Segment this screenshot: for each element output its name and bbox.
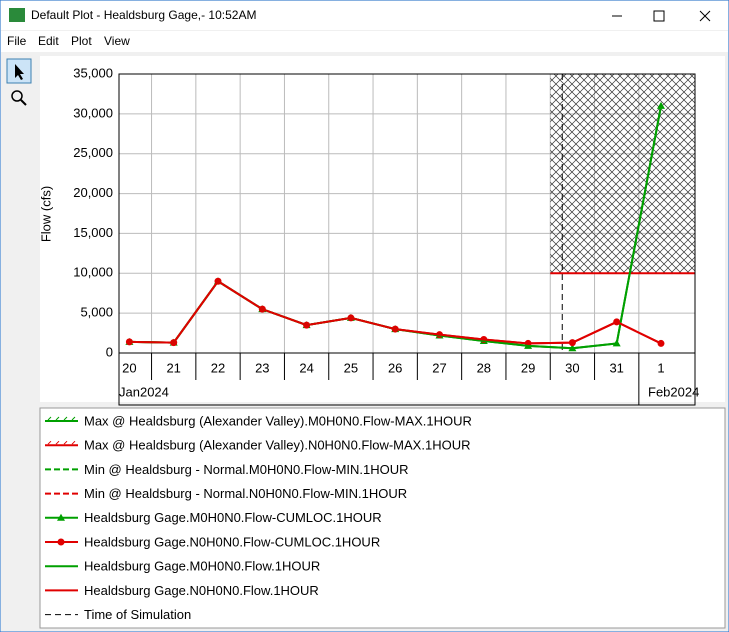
y-tick-label: 5,000 bbox=[80, 305, 113, 320]
legend-marker bbox=[57, 513, 65, 521]
maximize-button[interactable] bbox=[653, 10, 665, 22]
close-button[interactable] bbox=[699, 10, 711, 22]
x-tick-label: 24 bbox=[299, 360, 313, 375]
y-axis-label: Flow (cfs) bbox=[38, 186, 53, 242]
x-tick-label: 31 bbox=[609, 360, 623, 375]
legend-label: Min @ Healdsburg - Normal.M0H0N0.Flow-MI… bbox=[84, 462, 409, 477]
window-title: Default Plot - Healdsburg Gage,- 10:52AM bbox=[31, 8, 256, 22]
y-tick-label: 25,000 bbox=[73, 145, 113, 160]
zoom-icon-handle bbox=[20, 99, 27, 106]
menu-bar bbox=[1, 31, 728, 52]
menu-item[interactable]: File bbox=[7, 34, 27, 48]
x-tick-label: 26 bbox=[388, 360, 402, 375]
legend-label: Min @ Healdsburg - Normal.N0H0N0.Flow-MI… bbox=[84, 486, 407, 501]
legend-hatch bbox=[47, 416, 76, 421]
x-tick-label: 21 bbox=[166, 360, 180, 375]
series-line bbox=[129, 279, 662, 345]
y-tick-label: 35,000 bbox=[73, 65, 113, 80]
legend-label: Max @ Healdsburg (Alexander Valley).N0H0… bbox=[84, 438, 470, 453]
y-tick-label: 10,000 bbox=[73, 265, 113, 280]
x-tick-label: 28 bbox=[477, 360, 491, 375]
month-label: Jan2024 bbox=[119, 384, 169, 399]
menu-item[interactable]: Edit bbox=[38, 34, 59, 48]
x-tick-label: 30 bbox=[565, 360, 579, 375]
zoom-tool[interactable] bbox=[7, 86, 31, 110]
x-tick-label: 25 bbox=[344, 360, 358, 375]
pointer-icon bbox=[15, 64, 24, 80]
title-bar bbox=[1, 1, 728, 30]
plot-frame bbox=[118, 73, 696, 354]
y-tick-label: 15,000 bbox=[73, 225, 113, 240]
menu-item[interactable]: Plot bbox=[71, 34, 92, 48]
uncertainty-hatch bbox=[550, 74, 695, 274]
x-tick-label: 29 bbox=[521, 360, 535, 375]
y-tick-label: 0 bbox=[106, 344, 113, 359]
legend-hatch bbox=[47, 440, 76, 445]
x-tick-label: 1 bbox=[657, 360, 664, 375]
y-tick-label: 30,000 bbox=[73, 105, 113, 120]
y-tick-label: 20,000 bbox=[73, 185, 113, 200]
x-tick-label: 20 bbox=[122, 360, 136, 375]
legend-label: Time of Simulation bbox=[84, 607, 191, 622]
menu-item[interactable]: View bbox=[104, 34, 130, 48]
legend-marker bbox=[57, 538, 65, 546]
legend-label: Max @ Healdsburg (Alexander Valley).M0H0… bbox=[84, 413, 472, 428]
x-tick-label: 27 bbox=[432, 360, 446, 375]
legend-panel bbox=[39, 407, 726, 629]
month-label: Feb2024 bbox=[648, 384, 699, 399]
zoom-icon bbox=[11, 90, 23, 102]
legend-label: Healdsburg Gage.M0H0N0.Flow-CUMLOC.1HOUR bbox=[84, 510, 382, 525]
point-marker bbox=[657, 101, 665, 109]
x-tick-label: 23 bbox=[255, 360, 269, 375]
legend-label: Healdsburg Gage.N0H0N0.Flow.1HOUR bbox=[84, 583, 319, 598]
legend-label: Healdsburg Gage.M0H0N0.Flow.1HOUR bbox=[84, 559, 320, 574]
app-icon bbox=[9, 8, 25, 22]
x-tick-label: 22 bbox=[211, 360, 225, 375]
legend-label: Healdsburg Gage.N0H0N0.Flow-CUMLOC.1HOUR bbox=[84, 534, 380, 549]
